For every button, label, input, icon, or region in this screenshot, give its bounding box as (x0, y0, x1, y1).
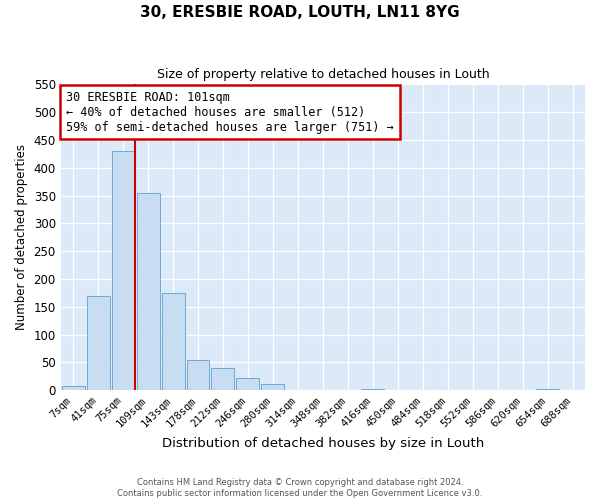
X-axis label: Distribution of detached houses by size in Louth: Distribution of detached houses by size … (162, 437, 484, 450)
Bar (112, 151, 134, 390)
Bar (187, 360, 209, 390)
Bar (86, 296, 110, 390)
Bar (161, 293, 185, 390)
Bar (262, 384, 284, 390)
Text: 30, ERESBIE ROAD, LOUTH, LN11 8YG: 30, ERESBIE ROAD, LOUTH, LN11 8YG (140, 5, 460, 20)
Text: Contains HM Land Registry data © Crown copyright and database right 2024.
Contai: Contains HM Land Registry data © Crown c… (118, 478, 482, 498)
Bar (236, 378, 259, 390)
Bar (361, 389, 384, 390)
Bar (62, 386, 85, 390)
Text: 30 ERESBIE ROAD: 101sqm
← 40% of detached houses are smaller (512)
59% of semi-d: 30 ERESBIE ROAD: 101sqm ← 40% of detache… (66, 90, 394, 134)
Bar (536, 389, 559, 390)
Bar (137, 193, 160, 390)
Title: Size of property relative to detached houses in Louth: Size of property relative to detached ho… (157, 68, 489, 80)
Y-axis label: Number of detached properties: Number of detached properties (15, 144, 28, 330)
Bar (211, 368, 235, 390)
